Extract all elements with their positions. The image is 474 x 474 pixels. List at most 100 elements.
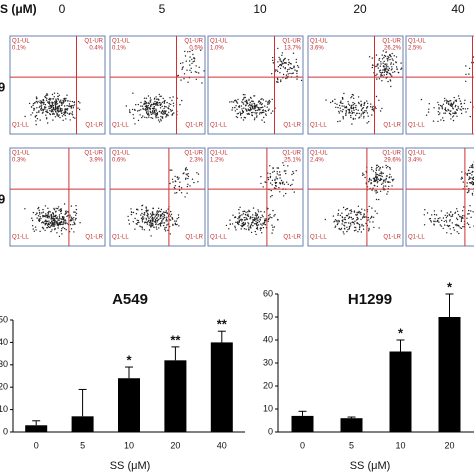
event-dot xyxy=(380,175,382,177)
event-dot xyxy=(428,103,430,105)
event-dot xyxy=(171,169,173,171)
event-dot xyxy=(423,224,426,226)
event-dot xyxy=(153,226,155,228)
event-dot xyxy=(368,121,370,123)
event-dot xyxy=(287,183,289,185)
event-dot xyxy=(465,111,467,113)
event-dot xyxy=(165,116,167,118)
event-dot xyxy=(65,212,68,214)
event-dot xyxy=(385,51,387,53)
event-dot xyxy=(279,72,281,74)
event-dot xyxy=(192,53,194,56)
event-dot xyxy=(158,227,160,229)
event-dot xyxy=(391,58,393,60)
event-dot xyxy=(181,68,183,71)
event-dot xyxy=(189,185,191,187)
event-dot xyxy=(289,72,291,75)
event-dot xyxy=(462,107,464,110)
event-dot xyxy=(145,97,148,100)
event-dot xyxy=(385,73,388,76)
event-dot xyxy=(63,113,65,116)
event-dot xyxy=(342,221,344,223)
event-dot xyxy=(248,98,250,101)
event-dot xyxy=(460,227,463,230)
event-dot xyxy=(61,223,63,225)
event-dot xyxy=(360,100,362,103)
event-dot xyxy=(61,115,64,117)
event-dot xyxy=(169,219,172,221)
event-dot xyxy=(265,114,267,117)
event-dot xyxy=(56,110,59,112)
event-dot xyxy=(193,60,196,62)
event-dot xyxy=(75,214,77,216)
event-dot xyxy=(250,224,253,226)
event-dot xyxy=(241,219,243,221)
event-dot xyxy=(145,217,147,220)
event-dot xyxy=(472,167,474,169)
event-dot xyxy=(377,64,379,66)
event-dot xyxy=(360,113,362,115)
event-dot xyxy=(376,65,378,68)
event-dot xyxy=(169,109,172,111)
quadrant-name: Q1-UL xyxy=(310,39,328,45)
event-dot xyxy=(63,99,66,101)
event-dot xyxy=(446,101,448,103)
event-dot xyxy=(339,120,341,122)
event-dot xyxy=(145,209,148,211)
event-dot xyxy=(67,108,69,110)
event-dot xyxy=(456,223,458,226)
event-dot xyxy=(375,168,377,170)
event-dot xyxy=(254,117,256,119)
event-dot xyxy=(356,112,358,115)
event-dot xyxy=(275,176,277,178)
event-dot xyxy=(470,166,473,168)
event-dot xyxy=(132,221,134,223)
event-dot xyxy=(337,213,339,215)
event-dot xyxy=(375,176,377,178)
event-dot xyxy=(58,219,60,221)
event-dot xyxy=(158,110,161,113)
event-dot xyxy=(375,190,378,192)
quadrant-percent: 2.5% xyxy=(408,46,422,52)
event-dot xyxy=(283,183,286,185)
event-dot xyxy=(234,99,236,101)
event-dot xyxy=(390,62,392,64)
event-dot xyxy=(246,103,248,105)
event-dot xyxy=(37,207,39,210)
event-dot xyxy=(151,212,154,214)
event-dot xyxy=(38,218,40,220)
event-dot xyxy=(254,95,256,97)
event-dot xyxy=(368,227,370,229)
panel-frame xyxy=(207,35,304,135)
event-dot xyxy=(44,215,46,217)
event-dot xyxy=(456,115,458,118)
event-dot xyxy=(465,80,467,83)
event-dot xyxy=(260,182,262,185)
event-dot xyxy=(39,216,41,218)
event-dot xyxy=(70,218,72,220)
event-dot xyxy=(48,226,51,229)
event-dot xyxy=(264,218,266,220)
event-dot xyxy=(384,55,387,57)
event-dot xyxy=(342,108,344,111)
event-dot xyxy=(73,217,75,219)
event-dot xyxy=(64,223,67,225)
event-dot xyxy=(236,108,238,111)
event-dot xyxy=(243,116,245,119)
event-dot xyxy=(65,118,67,120)
event-dot xyxy=(375,74,377,77)
event-dot xyxy=(46,118,48,120)
event-dot xyxy=(451,213,454,216)
event-dot xyxy=(372,221,374,223)
quadrant-name: Q1-LL xyxy=(310,123,327,129)
event-dot xyxy=(253,103,256,105)
quadrant-name: Q1-UR xyxy=(282,151,301,157)
quadrant-name: Q1-LL xyxy=(112,235,129,241)
event-dot xyxy=(386,175,388,177)
event-dot xyxy=(47,215,49,218)
event-dot xyxy=(387,80,389,83)
event-dot xyxy=(254,104,256,107)
event-dot xyxy=(445,219,447,222)
event-dot xyxy=(185,173,187,175)
event-dot xyxy=(256,109,259,112)
